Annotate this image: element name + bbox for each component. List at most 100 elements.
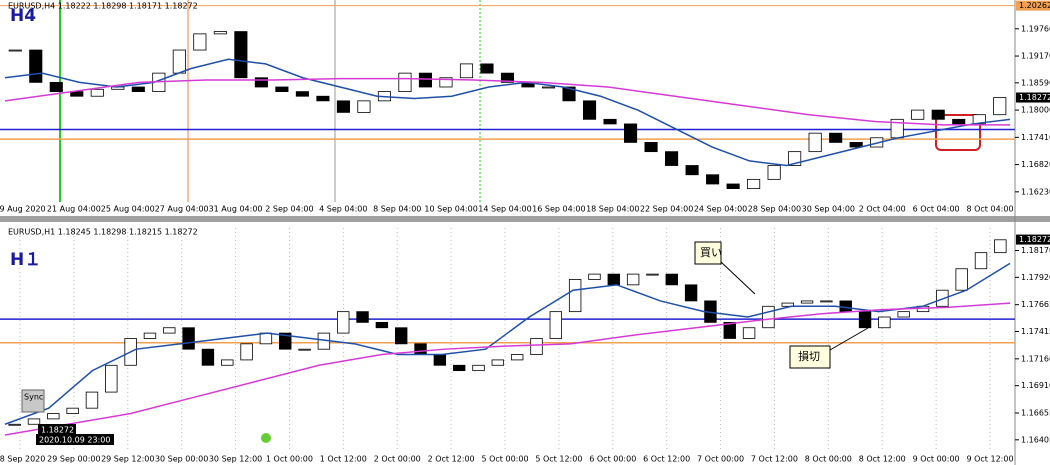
panel-separator <box>0 216 1050 222</box>
callout-pointer <box>720 261 756 295</box>
x-tick-label: 6 Oct 04:00 <box>913 205 960 214</box>
candle-body <box>472 364 485 372</box>
candle-body <box>820 300 833 303</box>
x-tick-label: 1 Oct 12:00 <box>320 455 367 464</box>
x-tick-label: 18 Sep 04:00 <box>586 205 639 214</box>
moving-average <box>4 58 1011 167</box>
candle-body <box>952 118 966 125</box>
candle-body <box>626 273 640 286</box>
callout <box>694 241 722 265</box>
candle-body <box>994 239 1007 254</box>
candle-body <box>624 123 638 143</box>
y-tick-label: 1.16230 <box>1021 187 1050 196</box>
x-tick-label: 25 Aug 04:00 <box>101 205 155 214</box>
candle-body <box>582 100 597 120</box>
moving-average <box>4 262 1011 425</box>
candle-body <box>684 284 698 302</box>
candle-body <box>452 364 466 372</box>
candle-body <box>49 81 63 93</box>
callout-pointer <box>829 327 869 351</box>
x-tick-label: 7 Oct 12:00 <box>751 455 798 464</box>
x-tick-label: 30 Sep 04:00 <box>802 205 855 214</box>
annotation: 買い <box>700 246 722 259</box>
candle-body <box>762 305 775 329</box>
x-tick-label: 8 Oct 04:00 <box>966 205 1013 214</box>
y-tick-label: 1.17665 <box>1021 300 1050 309</box>
candle-body <box>275 86 289 93</box>
highlight-box <box>935 114 981 151</box>
x-tick-label: 31 Aug 04:00 <box>209 205 263 214</box>
candle-body <box>972 114 986 125</box>
candle-body <box>29 49 43 83</box>
annotation: 損切 <box>798 349 820 363</box>
candle-body <box>337 311 350 334</box>
x-tick-label: 30 Sep 12:00 <box>209 455 262 464</box>
current-price-box <box>1016 234 1050 245</box>
panel-label: H4 <box>10 6 36 26</box>
y-tick-label: 1.16655 <box>1021 409 1050 418</box>
y-tick-label: 1.16405 <box>1021 435 1050 444</box>
x-tick-label: 28 Sep 04:00 <box>748 205 801 214</box>
candle-body <box>201 348 215 366</box>
y-tick-label: 1.18590 <box>1021 78 1050 87</box>
y-tick-label: 1.18000 <box>1021 106 1050 115</box>
x-tick-label: 2 Oct 04:00 <box>859 205 906 214</box>
candle-body <box>193 33 207 51</box>
x-tick-label: 8 Oct 12:00 <box>859 455 906 464</box>
candle-body <box>316 95 330 102</box>
candle-body <box>706 174 720 185</box>
candle-body <box>646 273 659 276</box>
x-tick-label: 29 Sep 12:00 <box>101 455 154 464</box>
candle-body <box>395 327 408 345</box>
y-tick-label: 1.16910 <box>1021 381 1050 390</box>
candle-body <box>90 88 104 97</box>
callout <box>789 345 831 369</box>
moving-average <box>4 77 1010 126</box>
candle-body <box>27 418 41 425</box>
candle-body <box>298 348 311 351</box>
candle-body <box>8 49 22 52</box>
candle-body <box>336 100 350 113</box>
current-price-box <box>1016 92 1050 103</box>
candle-body <box>143 332 157 339</box>
x-tick-label: 6 Oct 00:00 <box>589 455 636 464</box>
x-tick-label: 21 Aug 04:00 <box>47 205 101 214</box>
x-tick-label: 2 Sep 04:00 <box>265 205 313 214</box>
candle-body <box>414 343 427 355</box>
x-tick-label: 5 Oct 00:00 <box>481 455 528 464</box>
candle-body <box>858 311 872 329</box>
candle-body <box>808 132 822 153</box>
candle-body <box>665 151 679 166</box>
candle-body <box>172 49 186 74</box>
candle-body <box>182 327 195 350</box>
candle-body <box>588 273 601 280</box>
candle-body <box>491 359 505 366</box>
x-tick-label: 9 Oct 12:00 <box>966 455 1013 464</box>
x-tick-label: 16 Sep 04:00 <box>532 205 585 214</box>
candle-body <box>955 268 968 291</box>
candle-body <box>747 178 761 190</box>
panel-label: H１ <box>10 250 41 270</box>
x-tick-label: 9 Oct 00:00 <box>913 455 960 464</box>
marked-level-label: 1.20262 <box>1019 1 1050 10</box>
candle-body <box>723 321 736 339</box>
x-tick-label: 6 Oct 12:00 <box>643 455 690 464</box>
candle-body <box>259 332 273 345</box>
candle-body <box>500 72 515 83</box>
candle-body <box>279 332 292 350</box>
current-price: 1.18272 <box>1019 93 1050 102</box>
candle-body <box>993 97 1007 116</box>
candle-body <box>439 77 453 88</box>
sync-box[interactable] <box>21 389 45 413</box>
candle-body <box>295 91 309 97</box>
candle-body <box>781 302 794 307</box>
candle-body <box>433 354 447 366</box>
x-tick-label: 7 Oct 00:00 <box>697 455 744 464</box>
candle-body <box>240 343 253 361</box>
marker <box>261 433 271 443</box>
sync-label[interactable]: Sync <box>24 393 43 402</box>
y-tick-label: 1.19760 <box>1021 24 1050 33</box>
